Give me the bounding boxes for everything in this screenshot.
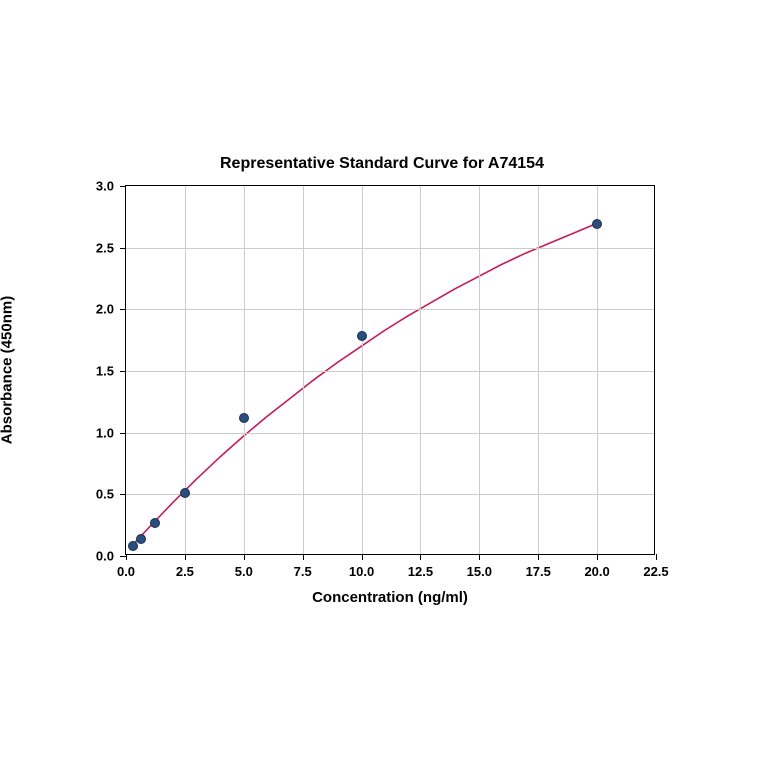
x-tick-label: 15.0 — [467, 564, 492, 579]
y-tick — [120, 494, 126, 495]
x-tick-label: 10.0 — [349, 564, 374, 579]
fitted-curve — [133, 224, 595, 544]
gridline-v — [362, 186, 363, 554]
y-tick-label: 1.5 — [96, 364, 114, 379]
x-tick — [244, 554, 245, 560]
gridline-h — [126, 433, 654, 434]
x-tick — [479, 554, 480, 560]
x-tick-label: 5.0 — [235, 564, 253, 579]
x-axis-label: Concentration (ng/ml) — [312, 589, 468, 606]
y-tick — [120, 371, 126, 372]
x-tick-label: 2.5 — [176, 564, 194, 579]
x-tick-label: 12.5 — [408, 564, 433, 579]
data-point — [150, 518, 160, 528]
x-tick — [420, 554, 421, 560]
y-tick — [120, 248, 126, 249]
x-tick — [597, 554, 598, 560]
y-tick-label: 2.0 — [96, 302, 114, 317]
y-tick — [120, 309, 126, 310]
data-point — [136, 534, 146, 544]
x-tick-label: 7.5 — [294, 564, 312, 579]
y-tick-label: 0.5 — [96, 487, 114, 502]
x-tick-label: 0.0 — [117, 564, 135, 579]
gridline-v — [538, 186, 539, 554]
y-tick-label: 3.0 — [96, 179, 114, 194]
gridline-v — [244, 186, 245, 554]
chart-container: Representative Standard Curve for A74154… — [0, 0, 764, 764]
plot-area: Concentration (ng/ml) Absorbance (450nm)… — [125, 185, 655, 555]
y-tick-label: 2.5 — [96, 240, 114, 255]
chart-title: Representative Standard Curve for A74154 — [0, 155, 764, 173]
data-point — [239, 413, 249, 423]
gridline-h — [126, 371, 654, 372]
gridline-v — [597, 186, 598, 554]
y-tick — [120, 186, 126, 187]
gridline-v — [303, 186, 304, 554]
y-tick — [120, 433, 126, 434]
x-tick — [185, 554, 186, 560]
gridline-h — [126, 494, 654, 495]
x-tick — [303, 554, 304, 560]
data-point — [357, 331, 367, 341]
y-tick-label: 0.0 — [96, 549, 114, 564]
gridline-v — [479, 186, 480, 554]
gridline-v — [420, 186, 421, 554]
y-axis-label: Absorbance (450nm) — [0, 296, 15, 444]
gridline-h — [126, 248, 654, 249]
data-point — [592, 219, 602, 229]
x-tick — [538, 554, 539, 560]
x-tick — [656, 554, 657, 560]
curve-svg — [126, 186, 654, 554]
y-tick-label: 1.0 — [96, 425, 114, 440]
y-tick — [120, 556, 126, 557]
data-point — [180, 488, 190, 498]
x-tick — [126, 554, 127, 560]
x-tick-label: 22.5 — [643, 564, 668, 579]
gridline-h — [126, 309, 654, 310]
gridline-v — [185, 186, 186, 554]
x-tick-label: 17.5 — [526, 564, 551, 579]
x-tick-label: 20.0 — [584, 564, 609, 579]
x-tick — [362, 554, 363, 560]
